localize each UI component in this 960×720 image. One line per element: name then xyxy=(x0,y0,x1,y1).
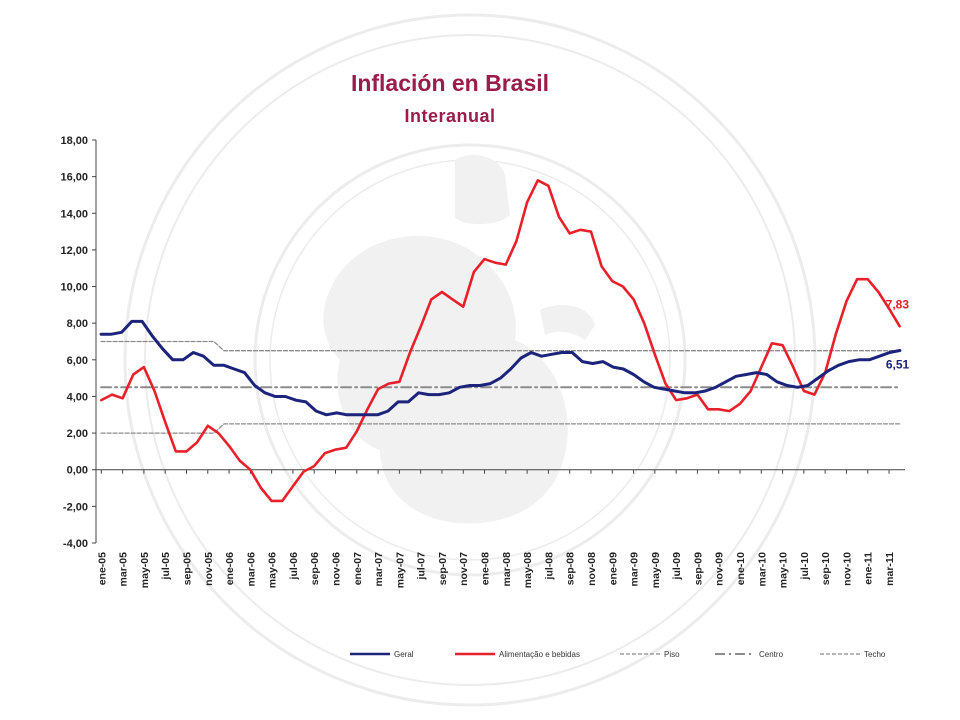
x-tick-label: jul-07 xyxy=(416,552,428,581)
series-layer xyxy=(99,179,902,503)
y-tick-label: 12,00 xyxy=(60,245,88,257)
x-tick-label: mar-08 xyxy=(501,552,513,587)
x-axis-ticks: ene-05 mar-05 may-05 jul-05 sep-05 nov-05 ene-… xyxy=(96,469,896,588)
x-tick-label: mar-11 xyxy=(884,552,896,586)
x-tick-label: may-08 xyxy=(522,552,534,588)
x-tick-label: sep-06 xyxy=(309,552,321,585)
x-tick-label: ene-09 xyxy=(607,552,619,585)
x-tick-label: sep-09 xyxy=(692,552,704,585)
y-tick-label: 2,00 xyxy=(67,428,88,440)
y-tick-label: 0,00 xyxy=(67,465,88,477)
x-tick-label: nov-10 xyxy=(841,552,853,586)
series-line-piso xyxy=(100,423,901,434)
x-tick-label: ene-05 xyxy=(96,552,108,585)
x-tick-label: mar-05 xyxy=(118,552,130,587)
x-tick-label: sep-05 xyxy=(181,552,193,585)
x-tick-label: mar-09 xyxy=(629,552,641,587)
y-tick-label: -2,00 xyxy=(63,501,88,513)
y-tick-label: 16,00 xyxy=(60,172,88,184)
y-tick-label: 6,00 xyxy=(67,355,88,367)
x-tick-label: jul-05 xyxy=(160,552,172,581)
x-tick-label: jul-10 xyxy=(799,552,811,581)
x-tick-label: may-10 xyxy=(778,552,790,588)
x-tick-label: sep-10 xyxy=(820,552,832,585)
x-tick-label: sep-08 xyxy=(565,552,577,585)
series-line-techo xyxy=(100,340,901,352)
legend-label: Piso xyxy=(664,650,680,659)
x-tick-label: ene-07 xyxy=(352,552,364,585)
chart-legend: Geral Alimentação e bebidas Piso Centro Tech… xyxy=(350,650,886,659)
x-tick-label: may-09 xyxy=(650,552,662,588)
x-tick-label: nov-08 xyxy=(586,552,598,586)
y-tick-label: 14,00 xyxy=(60,208,88,220)
chart-axes xyxy=(95,140,905,543)
x-tick-label: mar-07 xyxy=(373,552,385,587)
chart-title: Inflación en Brasil xyxy=(350,70,550,96)
legend-label: Alimentação e bebidas xyxy=(499,650,580,659)
series-line-alimenta-o-e-bebidas xyxy=(100,179,901,503)
x-tick-label: ene-08 xyxy=(480,552,492,585)
x-tick-label: ene-11 xyxy=(863,552,875,585)
x-tick-label: ene-06 xyxy=(224,552,236,585)
end-label-alimentacao: 7,83 xyxy=(886,297,910,311)
x-tick-label: nov-07 xyxy=(458,552,470,586)
x-tick-label: may-07 xyxy=(394,552,406,588)
legend-label: Techo xyxy=(864,650,886,659)
x-tick-label: ene-10 xyxy=(735,552,747,585)
legend-label: Centro xyxy=(759,650,784,659)
end-label-geral: 6,51 xyxy=(886,357,910,371)
x-tick-label: may-06 xyxy=(267,552,279,588)
x-tick-label: jul-06 xyxy=(288,552,300,581)
legend-label: Geral xyxy=(394,650,414,659)
y-tick-label: 8,00 xyxy=(67,318,88,330)
chart-subtitle: Interanual xyxy=(404,106,496,126)
x-tick-label: may-05 xyxy=(139,552,151,588)
x-tick-label: nov-05 xyxy=(203,552,215,586)
x-tick-label: jul-09 xyxy=(671,552,683,581)
y-tick-label: 18,00 xyxy=(60,135,88,147)
y-tick-label: 4,00 xyxy=(67,391,88,403)
series-line-geral xyxy=(99,319,902,417)
x-tick-label: nov-06 xyxy=(331,552,343,586)
y-tick-label: 10,00 xyxy=(60,282,88,294)
x-tick-label: mar-06 xyxy=(245,552,257,587)
x-tick-label: mar-10 xyxy=(756,552,768,587)
x-tick-label: nov-09 xyxy=(714,552,726,586)
end-labels: 6,51 7,83 xyxy=(886,297,910,371)
y-axis-ticks: 18,00 16,00 14,00 12,00 10,00 8,00 6,00 4,00 2,0… xyxy=(60,135,96,550)
x-tick-label: sep-07 xyxy=(437,552,449,585)
x-tick-label: jul-08 xyxy=(543,552,555,581)
y-tick-label: -4,00 xyxy=(63,538,88,550)
